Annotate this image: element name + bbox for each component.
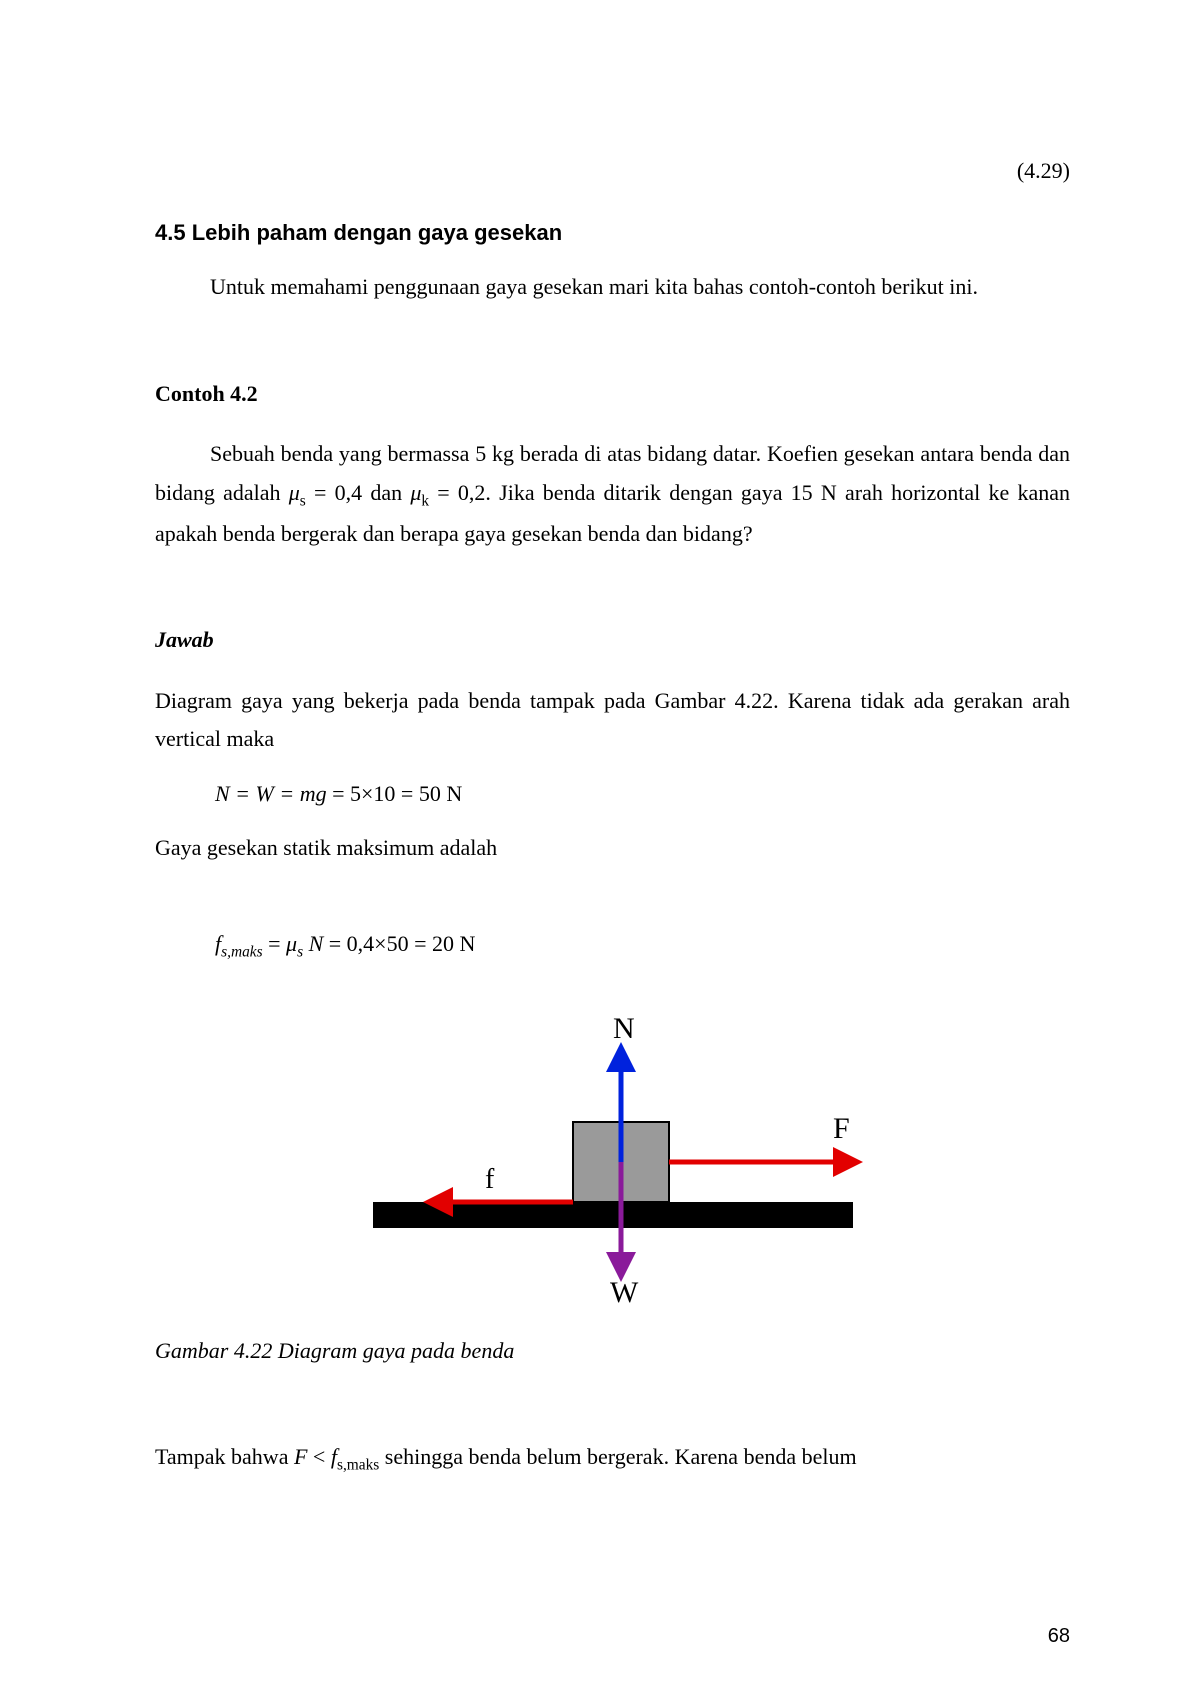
equation-normal-force: N = W = mg = 5×10 = 50 N (215, 781, 1070, 807)
eq1-rhs: = 5×10 = 50 N (327, 781, 463, 806)
closing-f-sub: s,maks (337, 1457, 379, 1474)
svg-text:N: N (613, 1012, 635, 1045)
example-label: Contoh 4.2 (155, 375, 1070, 414)
figure-caption: Gambar 4.22 Diagram gaya pada benda (155, 1332, 1070, 1371)
answer-label: Jawab (155, 621, 1070, 660)
eq2-N: N (303, 931, 323, 956)
eq2-mu: μ (286, 931, 297, 956)
closing-2: sehingga benda belum bergerak. Karena be… (379, 1444, 856, 1469)
mu-k-sub: k (421, 492, 429, 509)
closing-lt: < (307, 1444, 330, 1469)
svg-text:f: f (485, 1164, 495, 1195)
mu-k-symbol: μ (410, 480, 421, 505)
equation-friction-max: fs,maks = μs N = 0,4×50 = 20 N (215, 931, 1070, 961)
svg-text:W: W (610, 1276, 639, 1309)
eq2-eq1: = (268, 931, 286, 956)
closing-F: F (294, 1444, 307, 1469)
para-friction: Gaya gesekan statik maksimum adalah (155, 829, 1070, 868)
mu-s-symbol: μ (289, 480, 300, 505)
closing-paragraph: Tampak bahwa F < fs,maks sehingga benda … (155, 1438, 1070, 1479)
free-body-diagram: N W Ff (333, 990, 893, 1310)
page-number: 68 (1048, 1625, 1070, 1648)
svg-text:F: F (833, 1112, 850, 1145)
answer-paragraph: Diagram gaya yang bekerja pada benda tam… (155, 682, 1070, 759)
eq1-lhs: N = W = mg (215, 781, 327, 806)
equation-number: (4.29) (1017, 158, 1070, 184)
section-heading: 4.5 Lebih paham dengan gaya gesekan (155, 220, 1070, 246)
closing-1: Tampak bahwa (155, 1444, 294, 1469)
eq2-rhs: = 0,4×50 = 20 N (329, 931, 476, 956)
intro-paragraph: Untuk memahami penggunaan gaya gesekan m… (155, 268, 1070, 307)
problem-paragraph: Sebuah benda yang bermassa 5 kg berada d… (155, 435, 1070, 553)
mu-s-value: = 0,4 dan (306, 480, 411, 505)
eq2-f-sub: s,maks (221, 944, 262, 961)
